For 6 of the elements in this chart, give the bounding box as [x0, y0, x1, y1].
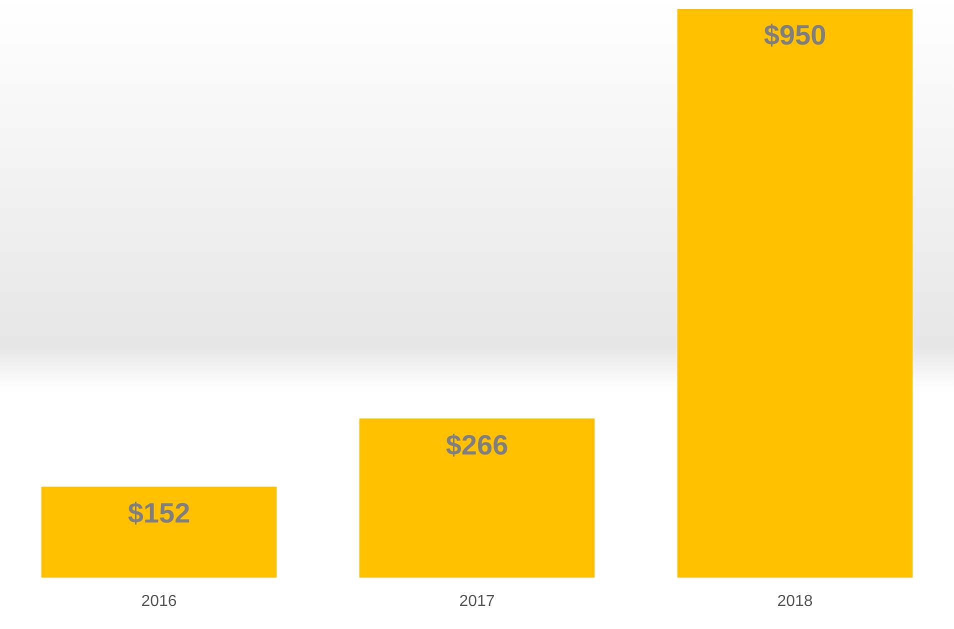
- x-tick-label: 2018: [777, 592, 813, 610]
- x-tick-label: 2017: [459, 592, 495, 610]
- data-label: $152: [128, 498, 190, 529]
- x-tick-label: 2016: [141, 592, 177, 610]
- data-label: $266: [446, 429, 508, 460]
- data-label: $950: [764, 20, 826, 51]
